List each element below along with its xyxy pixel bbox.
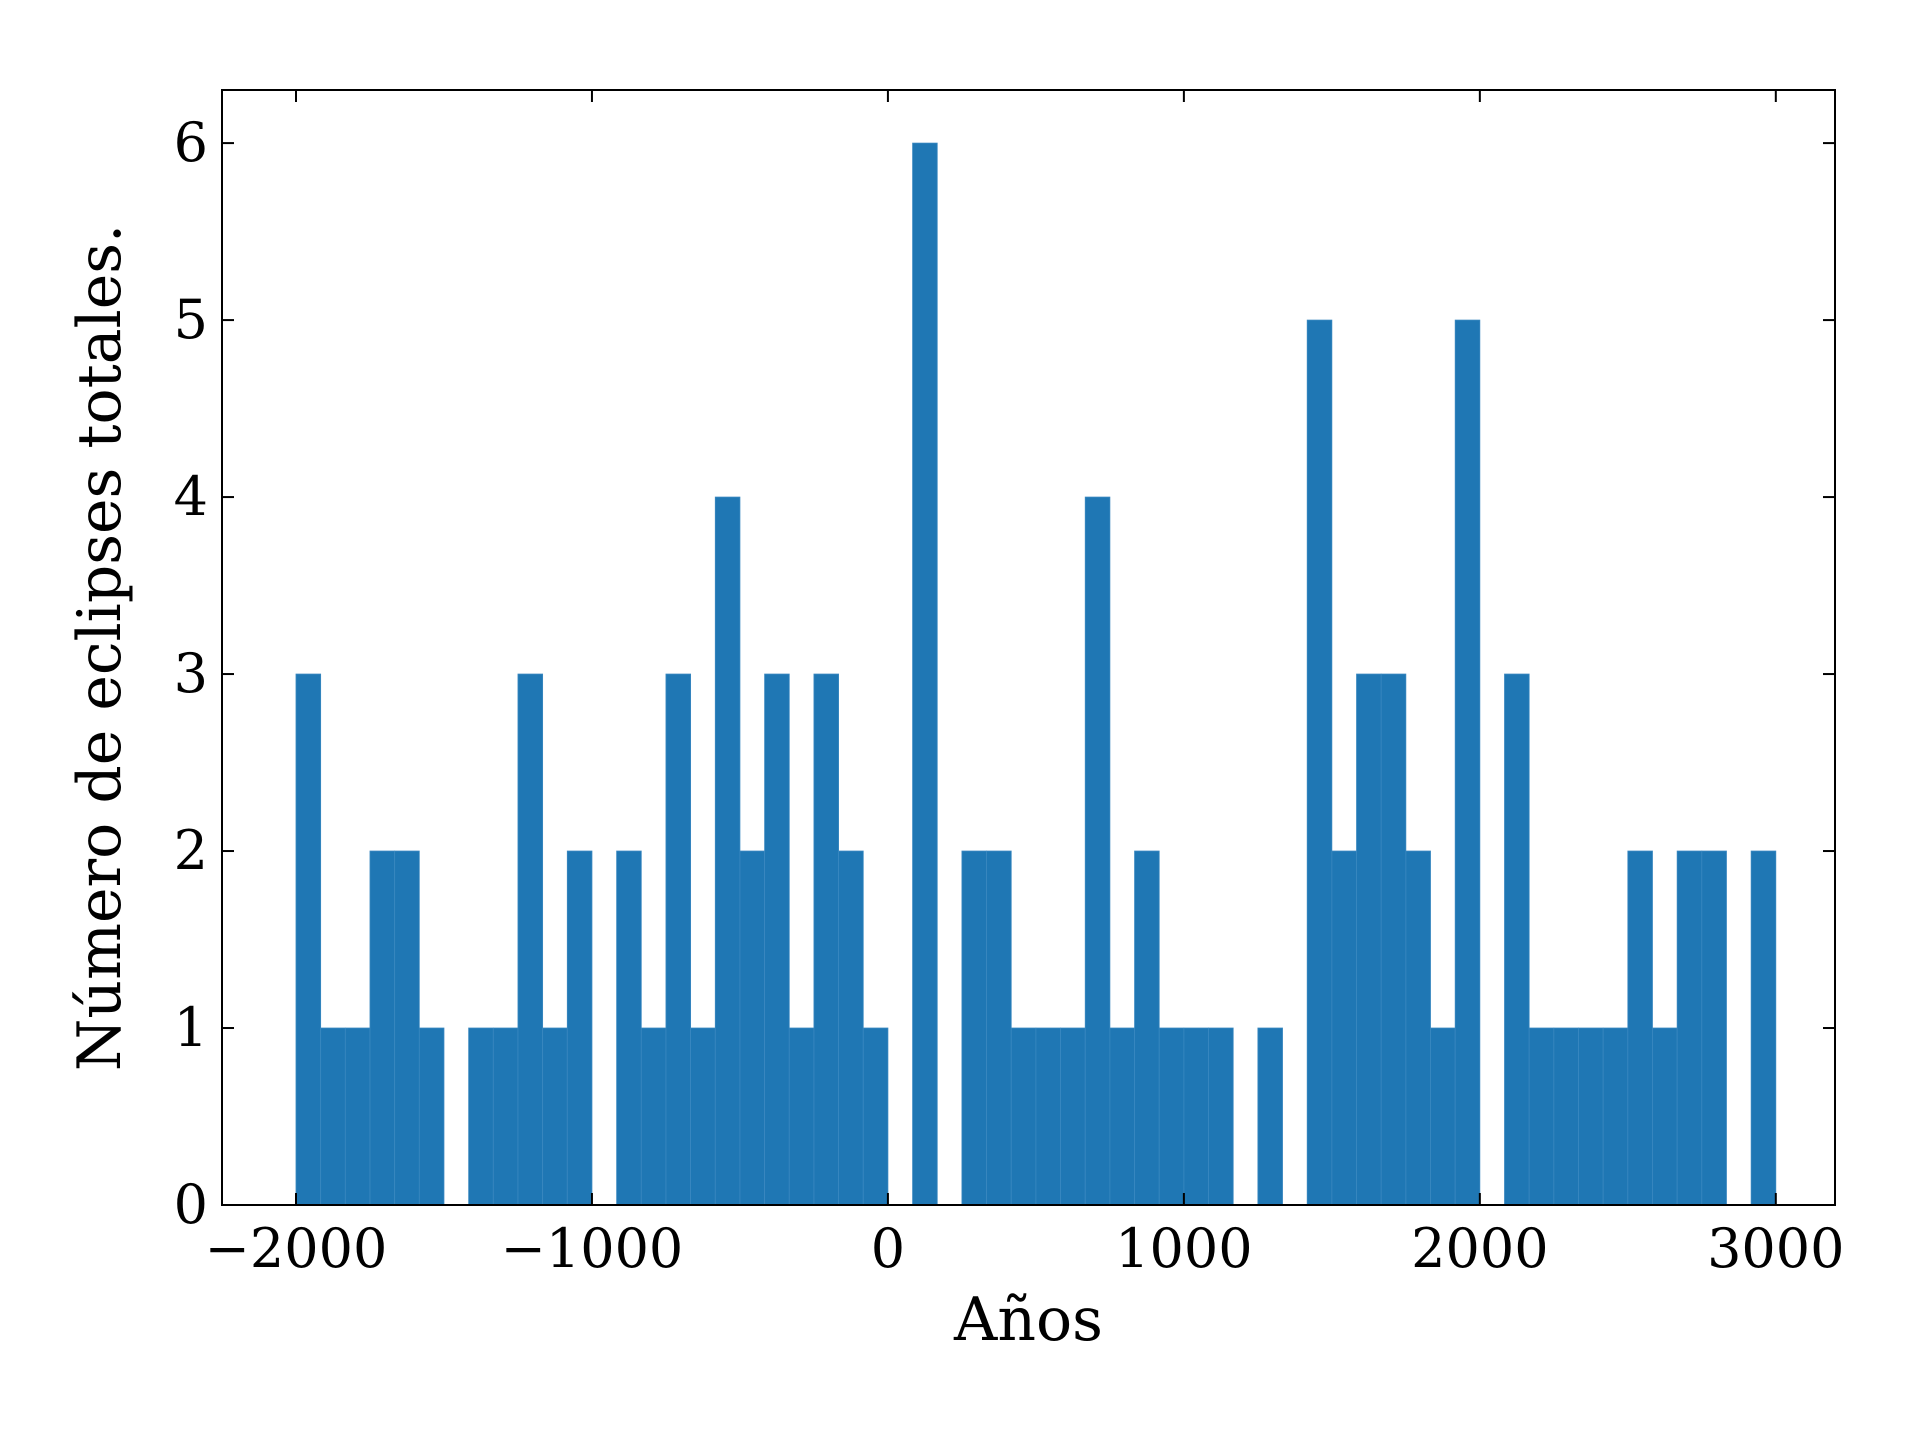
histogram-bar — [492, 1027, 519, 1206]
histogram-bar — [838, 850, 864, 1206]
histogram-bar — [295, 673, 322, 1206]
y-tick-label: 2 — [174, 819, 208, 882]
histogram-bar — [1602, 1027, 1629, 1206]
histogram-bar — [862, 1027, 889, 1206]
histogram-bar — [813, 673, 839, 1206]
histogram-bar — [764, 673, 790, 1206]
histogram-bar — [1084, 496, 1111, 1206]
histogram-bar — [566, 850, 593, 1206]
histogram-bar — [1158, 1027, 1185, 1206]
histogram-bar — [1060, 1027, 1086, 1206]
x-axis-label: Años — [953, 1285, 1103, 1355]
histogram-bar — [665, 673, 692, 1206]
histogram-bar — [369, 850, 396, 1206]
histogram-bar — [468, 1027, 494, 1206]
x-tick-label: 3000 — [1707, 1217, 1844, 1280]
histogram-bar — [1134, 850, 1160, 1206]
histogram-bar — [344, 1027, 371, 1206]
histogram-bar — [1010, 1027, 1037, 1206]
histogram-bar — [714, 496, 741, 1206]
histogram-bar — [1750, 850, 1777, 1206]
histogram-bar — [1183, 1027, 1209, 1206]
histogram-bar — [394, 850, 420, 1206]
histogram-bar — [1454, 319, 1481, 1206]
plot-frame — [221, 89, 1836, 1206]
histogram-bar — [1627, 850, 1653, 1206]
histogram-bar — [1331, 850, 1357, 1206]
histogram-bar — [1306, 319, 1333, 1206]
histogram-bar — [1208, 1027, 1234, 1206]
histogram-bar — [1701, 850, 1727, 1206]
y-tick-label: 6 — [174, 111, 208, 174]
histogram-bar — [1109, 1027, 1135, 1206]
histogram-bar — [1652, 1027, 1678, 1206]
histogram-bar — [1676, 850, 1703, 1206]
histogram-bar — [1356, 673, 1382, 1206]
x-tick-label: −2000 — [205, 1217, 388, 1280]
histogram-bar — [961, 850, 987, 1206]
histogram-bar — [616, 850, 642, 1206]
histogram-bar — [1553, 1027, 1579, 1206]
histogram-bar — [1257, 1027, 1283, 1206]
y-tick-label: 5 — [174, 288, 208, 351]
histogram-bar — [1578, 1027, 1604, 1206]
histogram-bar — [1430, 1027, 1456, 1206]
histogram-bar — [1528, 1027, 1555, 1206]
histogram-bar — [1035, 1027, 1061, 1206]
x-tick-label: 1000 — [1115, 1217, 1252, 1280]
histogram-bar — [1405, 850, 1431, 1206]
y-axis-label: Número de eclipses totales. — [65, 224, 135, 1071]
y-tick-label: 0 — [174, 1173, 208, 1236]
histogram-bar — [788, 1027, 815, 1206]
ticks-group: −2000 −1000 0 1000 2000 3000 0 1 2 3 4 5 6 — [174, 90, 1845, 1280]
histogram-bar — [542, 1027, 568, 1206]
x-tick-label: −1000 — [501, 1217, 684, 1280]
y-tick-label: 1 — [174, 996, 208, 1059]
histogram-bar — [1380, 673, 1407, 1206]
histogram-bar — [986, 850, 1012, 1206]
histogram-bar — [739, 850, 765, 1206]
histogram-bar — [912, 142, 938, 1206]
histogram-bar — [640, 1027, 667, 1206]
bars-group — [295, 142, 1777, 1206]
x-tick-label: 2000 — [1411, 1217, 1548, 1280]
y-tick-label: 4 — [174, 465, 208, 528]
histogram-bar — [517, 673, 544, 1206]
y-tick-label: 3 — [174, 642, 208, 705]
histogram-bar — [690, 1027, 716, 1206]
x-tick-label: 0 — [871, 1217, 905, 1280]
histogram-bar — [418, 1027, 445, 1206]
histogram-bar — [1504, 673, 1530, 1206]
histogram-bar — [320, 1027, 346, 1206]
